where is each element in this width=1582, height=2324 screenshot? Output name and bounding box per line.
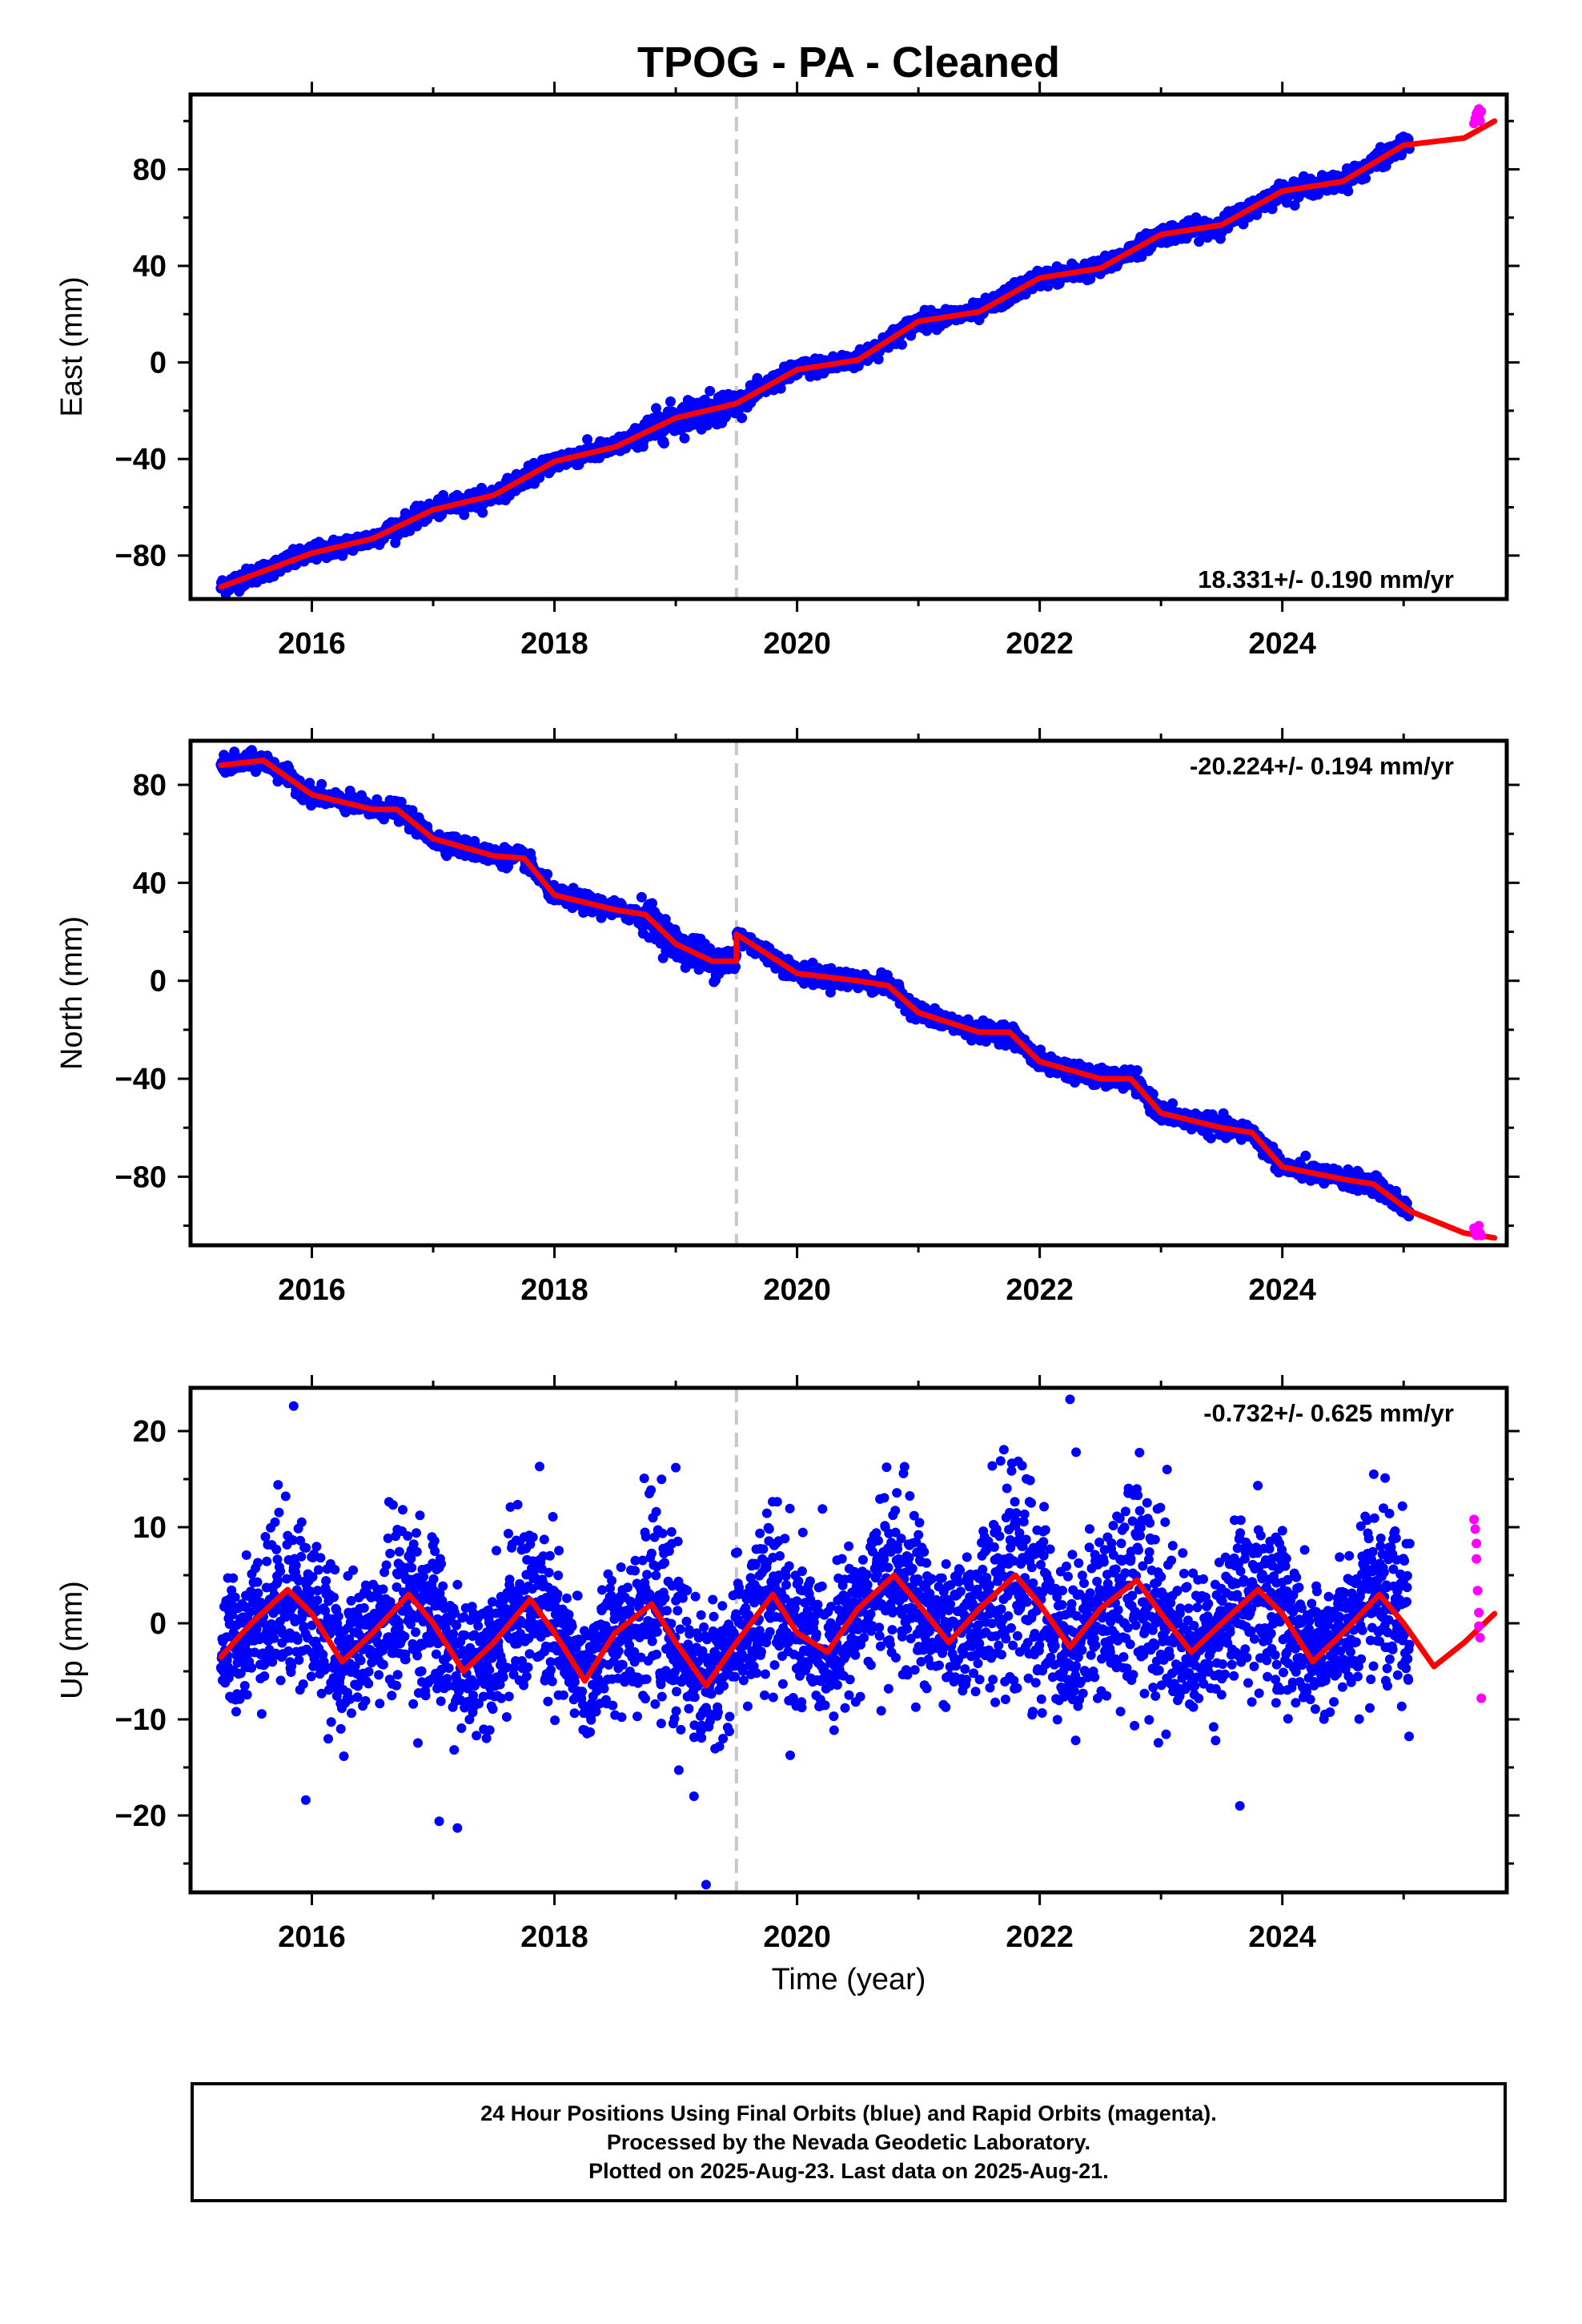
- north-final-orbit-points: [215, 745, 1415, 1222]
- east-final-orbit-point: [1194, 236, 1205, 247]
- north-y-tick-label: −80: [115, 1160, 167, 1194]
- east-final-orbit-point: [1343, 186, 1354, 197]
- east-final-orbit-point: [737, 412, 748, 424]
- east-y-axis-title: East (mm): [55, 276, 89, 416]
- east-final-orbit-point: [477, 507, 488, 518]
- east-y-tick-label: −80: [115, 540, 167, 573]
- north-y-tick-label: 0: [150, 965, 167, 999]
- east-rapid-orbit-point: [1475, 116, 1485, 127]
- east-x-tick-label: 2016: [278, 627, 346, 661]
- north-panel: 2016 2018 2020 2022 2024 −80 −40 0 40 80 North (mm…: [55, 728, 1520, 1307]
- north-final-orbit-point: [1206, 1132, 1216, 1144]
- north-final-orbit-point: [396, 797, 407, 807]
- east-y-tick-label: 0: [150, 347, 167, 380]
- north-x-tick-label: 2016: [278, 1273, 346, 1307]
- north-final-orbit-point: [1300, 1150, 1311, 1161]
- east-final-orbit-point: [1289, 200, 1300, 211]
- north-rapid-orbit-points: [1469, 1220, 1487, 1240]
- east-final-orbit-point: [897, 339, 907, 350]
- north-model-line: [218, 758, 1498, 1241]
- north-x-tick-label: 2018: [520, 1273, 588, 1307]
- chart-title: TPOG - PA - Cleaned: [637, 38, 1060, 86]
- north-plot-area: [215, 741, 1498, 1245]
- north-y-axis-title: North (mm): [55, 916, 89, 1070]
- east-final-orbit-point: [651, 403, 661, 414]
- east-final-orbit-point: [1360, 173, 1371, 184]
- up-plot-area: [215, 1388, 1498, 1892]
- up-final-orbit-point: [228, 1573, 239, 1583]
- north-final-orbit-point: [1167, 1098, 1178, 1109]
- east-plot-area: [215, 94, 1498, 599]
- north-rapid-orbit-point: [1474, 1220, 1484, 1231]
- east-y-tick-label: 80: [133, 153, 167, 187]
- north-final-orbit-point: [316, 778, 327, 790]
- east-plot-frame: [188, 92, 1509, 601]
- east-final-orbit-point: [873, 354, 884, 365]
- up-final-orbit-point: [241, 1550, 251, 1560]
- north-y-tick-label: 80: [133, 769, 167, 802]
- east-rapid-orbit-points: [1469, 104, 1487, 129]
- east-final-orbit-point: [582, 434, 593, 445]
- east-final-orbit-point: [534, 472, 545, 483]
- east-x-tick-label: 2020: [763, 627, 831, 661]
- up-final-orbit-point: [230, 1592, 240, 1602]
- north-x-tick-label: 2022: [1006, 1273, 1074, 1307]
- up-final-orbit-point: [245, 1607, 255, 1618]
- north-plot-frame: [188, 738, 1509, 1248]
- north-x-tick-label: 2024: [1248, 1273, 1316, 1307]
- north-final-orbit-point: [542, 869, 553, 880]
- north-final-orbit-point: [693, 964, 705, 975]
- east-x-tick-label: 2018: [520, 627, 588, 661]
- north-final-orbit-point: [1131, 1065, 1142, 1076]
- east-final-orbit-point: [679, 432, 690, 444]
- north-y-tick-label: 40: [133, 866, 167, 900]
- east-final-orbit-point: [658, 438, 669, 449]
- east-x-tick-label: 2022: [1006, 627, 1074, 661]
- east-final-orbit-point: [1267, 203, 1278, 215]
- up-final-orbit-points: [215, 1394, 1415, 1890]
- north-y-tick-label: −40: [115, 1063, 167, 1096]
- north-final-orbit-point: [647, 898, 657, 909]
- north-rapid-orbit-point: [1476, 1230, 1487, 1240]
- east-panel: 2016 2018 2020 2022 2024 −80 −40 0 40 80 East (mm)…: [55, 82, 1520, 661]
- north-final-orbit-point: [1147, 1088, 1158, 1100]
- north-final-orbit-point: [730, 961, 741, 972]
- north-rate-label: -20.224+/- 0.194 mm/yr: [1190, 752, 1454, 780]
- up-final-orbit-point: [242, 1690, 252, 1700]
- east-y-tick-label: −40: [115, 443, 167, 476]
- east-final-orbit-point: [459, 509, 470, 521]
- east-rapid-orbit-point: [1476, 107, 1487, 117]
- up-final-orbit-point: [239, 1681, 250, 1691]
- up-final-orbit-point: [227, 1610, 237, 1620]
- east-x-tick-label: 2024: [1248, 627, 1316, 661]
- north-x-tick-label: 2020: [763, 1273, 831, 1307]
- east-final-orbit-point: [665, 396, 676, 407]
- east-rate-label: 18.331+/- 0.190 mm/yr: [1198, 565, 1454, 593]
- up-final-orbit-point: [231, 1707, 241, 1717]
- north-final-orbit-point: [636, 891, 647, 903]
- east-y-tick-label: 40: [133, 250, 167, 283]
- east-final-orbit-point: [705, 385, 716, 396]
- east-model-line: [218, 118, 1498, 590]
